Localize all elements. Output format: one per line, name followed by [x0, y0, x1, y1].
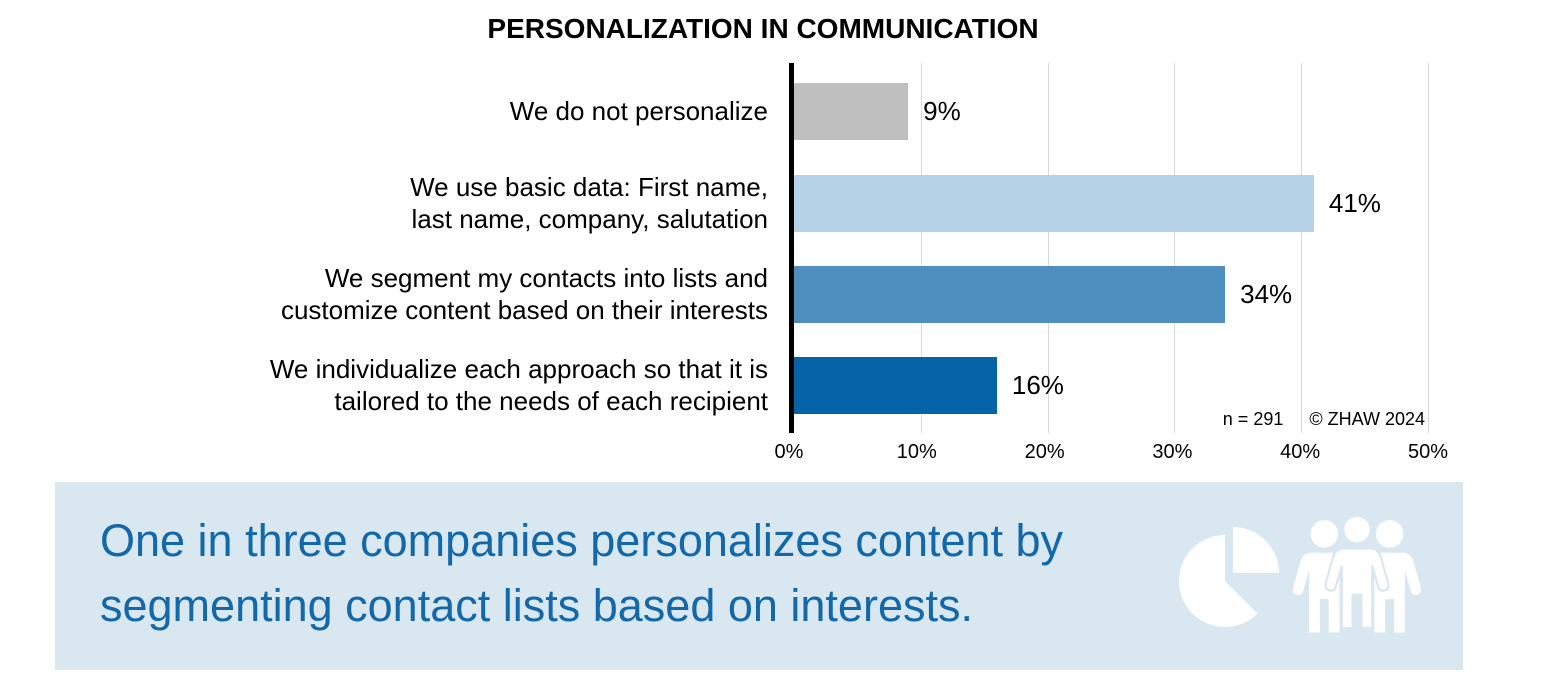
insight-text: One in three companies personalizes cont…	[100, 515, 1064, 631]
x-tick: 40%	[1280, 441, 1321, 463]
gridline-50pct	[1428, 63, 1429, 433]
pie-chart-icon	[1177, 521, 1287, 631]
category-label: We segment my contacts into lists and cu…	[280, 263, 768, 325]
x-axis: 0% 10% 20% 30% 40% 50%	[775, 441, 1448, 465]
plot-notes: n = 291 © ZHAW 2024	[1223, 409, 1425, 430]
bar-value-label: 9%	[923, 96, 961, 126]
category-label: We use basic data: First name, last name…	[410, 172, 768, 234]
category-label: We individualize each approach so that i…	[269, 354, 768, 416]
gridline-30pct	[1174, 63, 1176, 433]
x-tick: 10%	[896, 441, 937, 463]
chart-title: PERSONALIZATION IN COMMUNICATION	[487, 13, 1039, 44]
bar-value-label: 41%	[1328, 188, 1381, 218]
bar-segment-contacts	[794, 266, 1226, 323]
bar-value-label: 34%	[1240, 279, 1293, 309]
gridline-40pct	[1301, 63, 1303, 433]
x-tick: 50%	[1407, 441, 1449, 463]
bar-we-do-not-personalize	[794, 83, 909, 140]
banner-icons	[1177, 482, 1423, 670]
bar-individualize	[794, 357, 997, 414]
copyright-note: © ZHAW 2024	[1309, 409, 1425, 429]
x-tick: 30%	[1152, 441, 1193, 463]
plot-area: 9% 41% 34% 16% n = 291 © ZHAW 2024	[789, 63, 1429, 433]
bar-basic-data	[794, 175, 1314, 232]
x-tick: 20%	[1024, 441, 1065, 463]
bar-value-label: 16%	[1011, 370, 1064, 400]
x-tick: 0%	[774, 441, 804, 463]
category-label: We do not personalize	[509, 96, 768, 126]
sample-size-note: n = 291	[1222, 409, 1284, 429]
gridline-20pct	[1047, 63, 1049, 433]
gridline-10pct	[920, 63, 922, 433]
insight-banner: One in three companies personalizes cont…	[55, 482, 1463, 670]
people-group-icon	[1291, 513, 1423, 639]
